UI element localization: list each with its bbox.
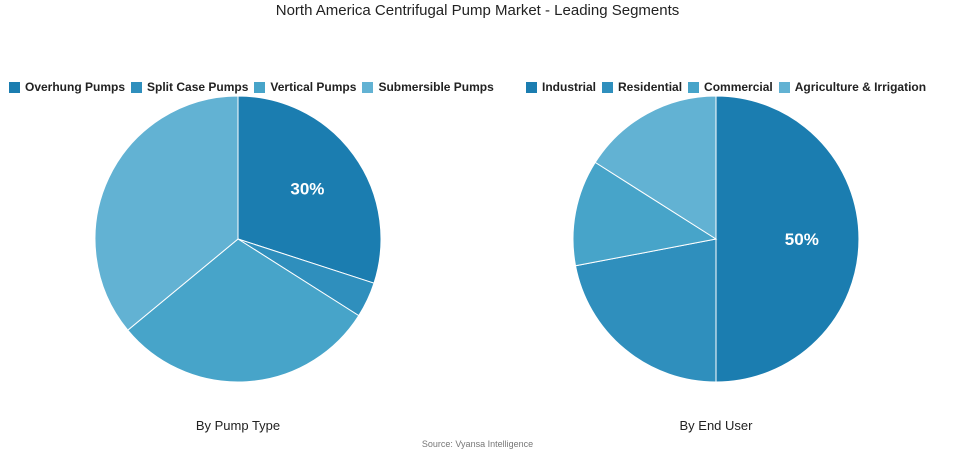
legend-swatch: [254, 81, 266, 93]
legend-item[interactable]: Submersible Pumps: [362, 80, 494, 94]
legend-item[interactable]: Industrial: [526, 80, 596, 94]
legend-swatch: [362, 81, 374, 93]
pie-slice: [715, 95, 860, 383]
pie-slice: [572, 161, 718, 267]
legend-item[interactable]: Residential: [602, 80, 682, 94]
pie-slice: [127, 238, 360, 383]
pie-slice: [237, 95, 382, 284]
source-note: Source: Vyansa Intelligence: [421, 439, 534, 449]
legend-swatch: [778, 81, 790, 93]
legend-item[interactable]: Commercial: [688, 80, 773, 94]
legend-swatch: [602, 81, 614, 93]
pie-slice: [574, 238, 717, 383]
pie-slice: [94, 95, 239, 331]
legend-swatch: [9, 81, 20, 93]
legend-label: Agriculture & Irrigation: [794, 80, 927, 94]
legend-pump-type: Overhung Pumps Split Case Pumps Vertical P…: [9, 80, 494, 94]
pie-slice: [594, 95, 717, 240]
legend-label: Split Case Pumps: [147, 80, 249, 94]
legend-label: Submersible Pumps: [378, 80, 494, 94]
data-label: 30%: [290, 180, 324, 199]
legend-item[interactable]: Split Case Pumps: [131, 80, 248, 94]
chart-title: North America Centrifugal Pump Market - …: [275, 2, 680, 19]
legend-label: Commercial: [704, 80, 773, 94]
legend-label: Vertical Pumps: [270, 80, 357, 94]
legend-item[interactable]: Vertical Pumps: [254, 80, 356, 94]
legend-swatch: [131, 81, 143, 93]
legend-swatch: [688, 81, 700, 93]
legend-label: Overhung Pumps: [25, 80, 126, 94]
legend-item[interactable]: Overhung Pumps: [9, 80, 125, 94]
subtitle-pump-type: By Pump Type: [195, 418, 281, 433]
legend-label: Industrial: [542, 80, 597, 94]
legend-end-user: Industrial Residential Commercial Agricultu…: [526, 80, 926, 94]
legend-label: Residential: [618, 80, 683, 94]
data-label: 50%: [785, 230, 819, 249]
subtitle-end-user: By End User: [679, 418, 753, 433]
legend-swatch: [526, 81, 537, 93]
legend-item[interactable]: Agriculture & Irrigation: [778, 80, 927, 94]
